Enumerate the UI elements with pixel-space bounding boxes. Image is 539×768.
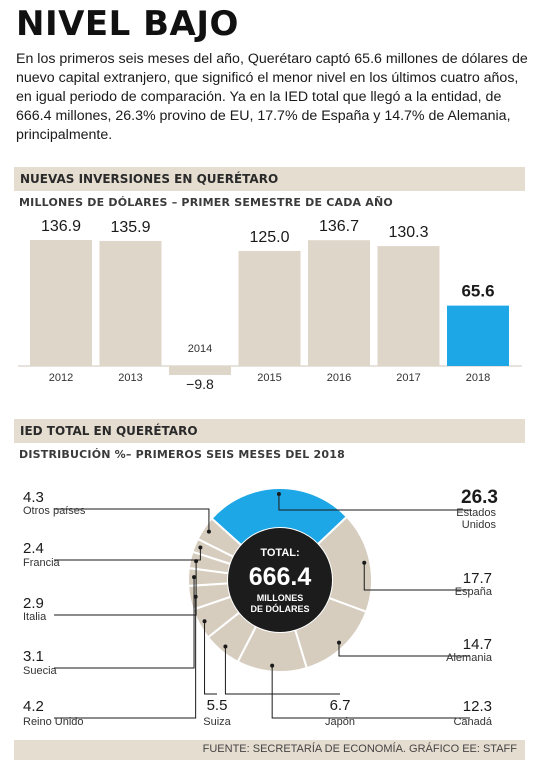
leader-dot — [270, 663, 275, 668]
donut-total-value: 666.4 — [249, 563, 312, 591]
donut-total-label: TOTAL: — [260, 547, 299, 559]
leader-line — [278, 494, 470, 511]
donut-category-label: España — [455, 586, 493, 598]
donut-category-label: Japón — [325, 716, 355, 728]
bar-2012 — [30, 240, 92, 366]
leader-line — [338, 642, 470, 657]
section-band-ied-total: IED TOTAL EN QUERÉTARO — [14, 419, 525, 443]
donut-category-label: Reino Unido — [23, 716, 84, 728]
donut-value-label: 26.3 — [461, 487, 498, 508]
donut-value-label: 6.7 — [330, 697, 351, 714]
donut-category-label: Canadá — [453, 716, 492, 728]
donut-category-label: Estados — [456, 507, 496, 519]
bar-chart: 136.9 2012 135.9 2013 2014 −9.8 125.0 2015 136.7… — [18, 218, 522, 392]
footer-band: FUENTE: SECRETARÍA DE ECONOMÍA. GRÁFICO … — [14, 740, 525, 760]
bar-category-label: 2015 — [257, 372, 281, 384]
leader-line — [54, 561, 197, 616]
bar-value-label: 135.9 — [110, 219, 150, 236]
bar-2016 — [308, 240, 370, 366]
bar-2015 — [238, 250, 301, 366]
section-title-new-investment: NUEVAS INVERSIONES EN QUERÉTARO — [20, 172, 279, 186]
donut-category-label: Francia — [23, 557, 61, 569]
bar-2018 — [447, 305, 509, 366]
section-title-ied-total: IED TOTAL EN QUERÉTARO — [20, 424, 198, 438]
donut-unit-line-2: DE DÓLARES — [250, 603, 309, 614]
donut-value-label: 2.4 — [23, 540, 44, 557]
bar-2017 — [377, 246, 440, 366]
leader-line — [271, 665, 470, 719]
bar-2014 — [169, 366, 231, 376]
leader-dot — [198, 545, 203, 550]
leader-line — [224, 646, 340, 695]
bar-category-label: 2016 — [327, 372, 351, 384]
intro-text: En los primeros seis meses del año, Quer… — [16, 51, 528, 143]
donut-center — [228, 528, 332, 632]
donut-unit-line-1: MILLONES — [257, 593, 304, 603]
bar-value-label: 136.9 — [41, 218, 81, 235]
donut-category-label: Otros países — [23, 505, 86, 517]
bar-category-label: 2012 — [49, 372, 73, 384]
page-title: NIVEL BAJO — [16, 4, 239, 44]
donut-value-label: 4.3 — [23, 489, 44, 506]
leader-dot — [202, 619, 207, 624]
donut-value-label: 17.7 — [463, 570, 492, 587]
leader-line — [54, 508, 210, 532]
leader-dot — [223, 644, 228, 649]
leader-line — [204, 621, 217, 695]
bar-value-label: −9.8 — [186, 376, 214, 392]
bar-2013 — [99, 240, 162, 366]
leader-line — [54, 596, 197, 719]
leader-dot — [276, 492, 281, 497]
bar-value-label: 125.0 — [249, 229, 289, 246]
donut-value-label: 12.3 — [463, 698, 492, 715]
donut-value-label: 5.5 — [207, 697, 228, 714]
donut-category-label: Suecia — [23, 665, 58, 677]
donut-value-label: 14.7 — [463, 636, 492, 653]
bar-category-label: 2017 — [396, 372, 420, 384]
leader-dot — [362, 560, 367, 565]
bar-category-label: 2018 — [466, 372, 490, 384]
bar-value-label: 136.7 — [319, 218, 359, 235]
bar-category-label: 2014 — [188, 343, 212, 355]
donut-category-label: Unidos — [462, 519, 497, 531]
donut-category-label: Alemania — [446, 652, 493, 664]
leader-line — [54, 547, 201, 561]
leader-line — [54, 577, 195, 669]
bar-value-label: 130.3 — [388, 224, 428, 241]
donut-value-label: 4.2 — [23, 698, 44, 715]
donut-category-label: Suiza — [203, 716, 231, 728]
donut-value-label: 3.1 — [23, 648, 44, 665]
bar-value-label: 65.6 — [461, 282, 494, 301]
donut-chart-subtitle: DISTRIBUCIÓN %– PRIMEROS SEIS MESES DEL … — [19, 448, 345, 461]
leader-dot — [192, 575, 197, 580]
leader-dot — [206, 529, 211, 534]
leader-line — [363, 562, 470, 591]
section-band-new-investment: NUEVAS INVERSIONES EN QUERÉTARO — [14, 167, 525, 191]
donut-category-label: Italia — [23, 611, 47, 623]
bar-chart-subtitle: MILLONES DE DÓLARES – PRIMER SEMESTRE DE… — [19, 196, 393, 209]
leader-dot — [337, 640, 342, 645]
donut-value-label: 2.9 — [23, 595, 44, 612]
bar-category-label: 2013 — [118, 372, 142, 384]
source-note: FUENTE: SECRETARÍA DE ECONOMÍA. GRÁFICO … — [202, 743, 517, 755]
